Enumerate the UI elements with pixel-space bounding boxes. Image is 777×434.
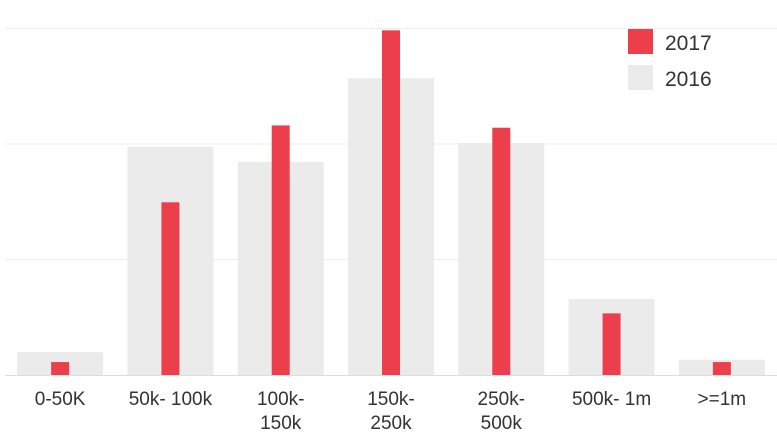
x-tick-label: 50k- 100k [129, 389, 213, 410]
x-tick-label: 250k-500k [478, 389, 526, 434]
legend-swatch-2017 [628, 29, 653, 54]
x-tick-label: 500k- 1m [572, 389, 651, 410]
bar-2017 [161, 202, 180, 375]
bar-2017 [712, 362, 731, 375]
legend-label-2016: 2016 [665, 68, 712, 91]
x-tick-label: 150k-250k [367, 389, 415, 434]
bar-2017 [51, 362, 70, 375]
x-axis-tick-labels: 0-50K 50k- 100k 100k-150k 150k-250k 250k-500… [35, 389, 746, 434]
legend-swatch-2016 [628, 65, 653, 90]
bar-2017 [271, 125, 290, 375]
series-2017-bars [51, 30, 731, 376]
legend: 2017 2016 [628, 29, 712, 91]
bar-2017 [602, 313, 621, 375]
bar-2017 [382, 30, 400, 376]
x-tick-label: >=1m [698, 389, 747, 410]
bar-2017 [492, 127, 511, 375]
legend-label-2017: 2017 [665, 32, 712, 55]
x-tick-label: 0-50K [35, 389, 86, 410]
x-tick-label: 100k-150k [257, 389, 305, 434]
